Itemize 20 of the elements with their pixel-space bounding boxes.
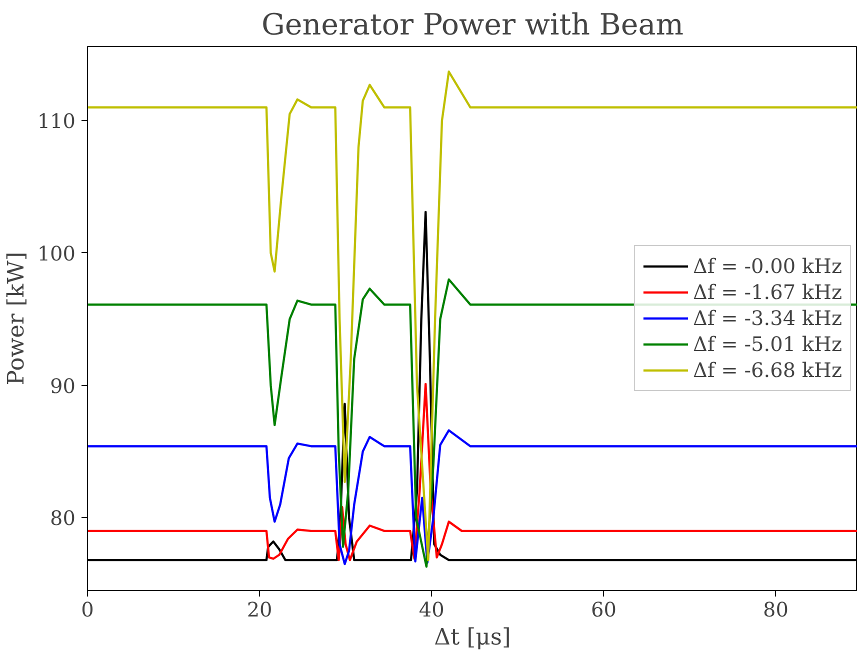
x-tick-label: 40 bbox=[418, 598, 444, 622]
x-axis-title: Δt [μs] bbox=[434, 624, 511, 650]
legend-label: Δf = -0.00 kHz bbox=[692, 254, 842, 278]
y-tick-label: 100 bbox=[37, 241, 76, 266]
x-tick-label: 0 bbox=[81, 598, 94, 622]
x-tick-label: 80 bbox=[763, 598, 788, 622]
line-series bbox=[88, 70, 857, 562]
x-tick-label: 20 bbox=[246, 598, 272, 622]
legend-label: Δf = -6.68 kHz bbox=[692, 358, 842, 382]
y-axis-title: Power [kW] bbox=[3, 252, 30, 386]
y-tick-label: 90 bbox=[50, 374, 76, 398]
y-tick-label: 110 bbox=[37, 109, 76, 134]
line-series bbox=[88, 429, 857, 566]
legend-label: Δf = -5.01 kHz bbox=[692, 332, 842, 356]
x-tick-label: 60 bbox=[590, 598, 616, 622]
line-series bbox=[88, 382, 857, 562]
legend-label: Δf = -1.67 kHz bbox=[692, 280, 842, 304]
legend-label: Δf = -3.34 kHz bbox=[692, 306, 842, 330]
chart-title: Generator Power with Beam bbox=[261, 8, 684, 42]
y-tick-label: 80 bbox=[50, 506, 76, 530]
